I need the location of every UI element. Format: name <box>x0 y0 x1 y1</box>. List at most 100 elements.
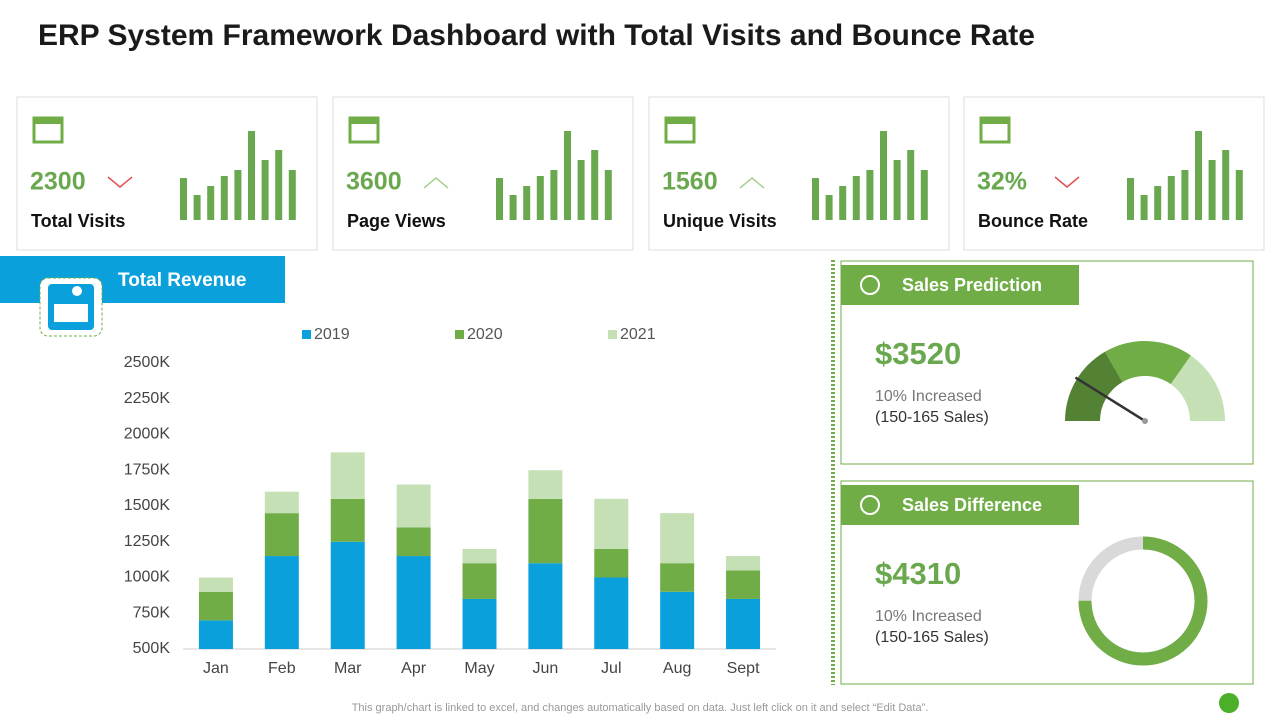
y-tick-label: 2250K <box>124 390 171 407</box>
kpi-icon-bar <box>981 118 1009 124</box>
spark-bar <box>880 131 887 220</box>
gauge-segment <box>1065 351 1123 421</box>
kpi-trend <box>107 176 133 188</box>
sales-note: (150-165 Sales) <box>875 409 989 426</box>
spark-bar <box>839 186 847 220</box>
bar-segment <box>198 591 233 621</box>
bar-segment <box>594 498 629 549</box>
y-tick-label: 2500K <box>124 354 171 371</box>
spark-bar <box>577 160 585 220</box>
sales-heading: Sales Prediction <box>902 275 1042 295</box>
bar-segment <box>330 498 365 542</box>
x-tick-label: Jul <box>601 660 621 677</box>
revenue-icon-note <box>54 304 88 322</box>
spark-bar <box>1222 150 1230 220</box>
bar-segment <box>660 591 695 649</box>
spark-bar <box>1181 170 1189 220</box>
bar-segment <box>330 541 365 649</box>
sales-value: $4310 <box>875 556 961 591</box>
spark-bar <box>523 186 531 220</box>
kpi-value: 3600 <box>346 168 402 196</box>
spark-bar <box>509 195 517 220</box>
kpi-label: Bounce Rate <box>978 211 1088 231</box>
gauge-hub <box>1142 418 1148 424</box>
kpi-icon-bar <box>350 118 378 124</box>
spark-bar <box>812 178 819 220</box>
y-tick-label: 2000K <box>124 426 171 443</box>
spark-bar <box>852 176 860 220</box>
spark-bar <box>220 176 228 220</box>
kpi-label: Total Visits <box>31 211 125 231</box>
bar-segment <box>594 577 629 649</box>
spark-bar <box>248 131 255 220</box>
sales-icon <box>860 275 880 295</box>
spark-bar <box>866 170 874 220</box>
spark-bar <box>1154 186 1162 220</box>
x-tick-label: Mar <box>334 660 362 677</box>
y-tick-label: 1250K <box>124 533 171 550</box>
bar-segment <box>660 563 695 592</box>
bar-segment <box>660 513 695 564</box>
revenue-heading: Total Revenue <box>118 270 246 291</box>
spark-bar <box>288 170 296 220</box>
spark-bar <box>550 170 558 220</box>
corner-dot <box>1219 693 1239 713</box>
sales-heading: Sales Difference <box>902 495 1042 515</box>
spark-bar <box>591 150 599 220</box>
spark-bar <box>1140 195 1148 220</box>
x-tick-label: Jan <box>203 660 229 677</box>
bar-segment <box>462 563 497 599</box>
bar-segment <box>726 570 761 599</box>
spark-bar <box>536 176 544 220</box>
bar-segment <box>462 548 497 564</box>
y-tick-label: 1500K <box>124 497 171 514</box>
revenue-icon-coin <box>72 286 82 296</box>
kpi-label: Page Views <box>347 211 446 231</box>
legend-swatch <box>302 330 311 339</box>
legend-swatch <box>455 330 464 339</box>
spark-bar <box>1167 176 1175 220</box>
y-tick-label: 750K <box>133 604 171 621</box>
kpi-trend <box>423 177 449 189</box>
legend-label: 2020 <box>467 326 503 343</box>
gauge-segment <box>1105 341 1191 385</box>
bar-segment <box>264 491 299 514</box>
spark-bar <box>261 160 269 220</box>
spark-bar <box>275 150 283 220</box>
spark-bar <box>180 178 187 220</box>
bar-segment <box>726 556 761 571</box>
x-tick-label: Aug <box>663 660 691 677</box>
kpi-label: Unique Visits <box>663 211 777 231</box>
donut-arc <box>1078 536 1208 666</box>
bar-segment <box>726 598 761 649</box>
sales-header <box>841 485 1079 525</box>
bar-segment <box>264 513 299 557</box>
gauge-segment <box>1170 355 1225 421</box>
legend-swatch <box>608 330 617 339</box>
bar-segment <box>330 452 365 499</box>
spark-bar <box>1195 131 1202 220</box>
spark-bar <box>496 178 503 220</box>
y-tick-label: 500K <box>133 640 171 657</box>
bar-segment <box>396 556 431 649</box>
spark-bar <box>1127 178 1134 220</box>
footer-note: This graph/chart is linked to excel, and… <box>352 702 929 714</box>
kpi-value: 1560 <box>662 168 718 196</box>
bar-segment <box>396 484 431 528</box>
legend-label: 2021 <box>620 326 656 343</box>
x-tick-label: Feb <box>268 660 296 677</box>
legend-label: 2019 <box>314 326 350 343</box>
sales-value: $3520 <box>875 336 961 371</box>
x-tick-label: May <box>464 660 494 677</box>
kpi-trend <box>739 177 765 189</box>
spark-bar <box>564 131 571 220</box>
spark-bar <box>604 170 612 220</box>
kpi-value: 2300 <box>30 168 86 196</box>
bar-segment <box>528 563 563 649</box>
spark-bar <box>207 186 215 220</box>
spark-bar <box>825 195 833 220</box>
x-tick-label: Apr <box>401 660 427 677</box>
bar-segment <box>198 577 233 592</box>
gauge-needle <box>1074 376 1146 423</box>
